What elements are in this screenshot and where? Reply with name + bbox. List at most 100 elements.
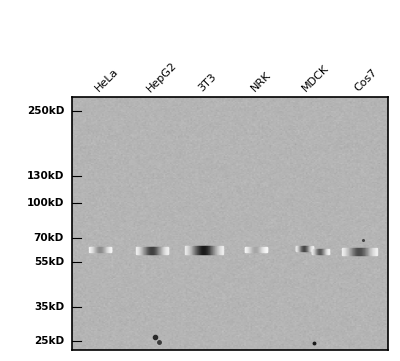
Bar <box>199 246 200 253</box>
Bar <box>211 246 212 253</box>
Bar <box>156 247 157 253</box>
Bar <box>205 246 206 253</box>
Bar <box>138 247 139 253</box>
Bar <box>355 248 356 255</box>
Bar <box>347 248 348 255</box>
Bar <box>162 247 163 253</box>
Bar <box>374 248 375 255</box>
Bar <box>342 248 343 255</box>
Bar <box>350 248 351 255</box>
Text: 250kD: 250kD <box>27 106 64 116</box>
Bar <box>210 246 211 253</box>
Bar <box>150 247 151 253</box>
Bar <box>217 246 218 253</box>
Bar <box>344 248 345 255</box>
Bar <box>345 248 346 255</box>
Bar <box>356 248 357 255</box>
Bar <box>186 246 187 253</box>
Bar <box>157 247 158 253</box>
Bar <box>189 246 190 253</box>
Text: 3T3: 3T3 <box>197 72 219 94</box>
Bar <box>365 248 366 255</box>
Bar <box>158 247 159 253</box>
Text: HeLa: HeLa <box>93 67 120 94</box>
Bar <box>361 248 362 255</box>
Bar <box>352 248 353 255</box>
Bar <box>202 246 203 253</box>
Bar <box>198 246 199 253</box>
Bar <box>221 246 222 253</box>
Bar <box>160 247 161 253</box>
Bar <box>153 247 154 253</box>
Bar <box>376 248 377 255</box>
Bar <box>362 248 363 255</box>
Bar <box>163 247 164 253</box>
Bar <box>149 247 150 253</box>
Bar <box>368 248 369 255</box>
Bar <box>375 248 376 255</box>
Bar <box>161 247 162 253</box>
Bar <box>191 246 192 253</box>
Bar <box>190 246 191 253</box>
Bar <box>346 248 347 255</box>
Bar <box>146 247 147 253</box>
Bar <box>369 248 370 255</box>
Bar <box>208 246 209 253</box>
Bar <box>185 246 186 253</box>
Bar <box>351 248 352 255</box>
Bar <box>143 247 144 253</box>
Bar <box>349 248 350 255</box>
Bar <box>203 246 204 253</box>
Bar <box>196 246 197 253</box>
Bar <box>188 246 189 253</box>
Bar <box>219 246 220 253</box>
Bar <box>167 247 168 253</box>
Bar <box>204 246 205 253</box>
Bar <box>222 246 223 253</box>
Bar <box>137 247 138 253</box>
Bar <box>192 246 193 253</box>
Bar <box>142 247 143 253</box>
Bar <box>216 246 217 253</box>
Bar <box>220 246 221 253</box>
Bar <box>348 248 349 255</box>
Bar <box>367 248 368 255</box>
Text: HepG2: HepG2 <box>145 60 179 94</box>
Bar <box>353 248 354 255</box>
Bar <box>359 248 360 255</box>
Bar <box>370 248 371 255</box>
Bar <box>366 248 367 255</box>
Bar <box>206 246 207 253</box>
Bar <box>363 248 364 255</box>
Text: 100kD: 100kD <box>27 198 64 208</box>
Bar <box>343 248 344 255</box>
Text: 130kD: 130kD <box>27 171 64 182</box>
Bar <box>373 248 374 255</box>
Bar <box>195 246 196 253</box>
Bar <box>215 246 216 253</box>
Bar <box>354 248 355 255</box>
Bar <box>141 247 142 253</box>
Bar <box>197 246 198 253</box>
Bar <box>357 248 358 255</box>
Bar <box>360 248 361 255</box>
Text: 70kD: 70kD <box>34 233 64 243</box>
Bar <box>201 246 202 253</box>
Bar <box>145 247 146 253</box>
Bar <box>147 247 148 253</box>
Text: Cos7: Cos7 <box>352 68 379 94</box>
Bar <box>218 246 219 253</box>
Bar <box>164 247 165 253</box>
Bar <box>371 248 372 255</box>
Bar <box>194 246 195 253</box>
Text: 25kD: 25kD <box>34 336 64 346</box>
Bar <box>165 247 166 253</box>
Bar <box>200 246 201 253</box>
Bar <box>159 247 160 253</box>
Text: 55kD: 55kD <box>34 257 64 267</box>
Text: NRK: NRK <box>249 70 272 94</box>
Bar <box>144 247 145 253</box>
Bar <box>151 247 152 253</box>
Bar <box>139 247 140 253</box>
Text: 35kD: 35kD <box>34 303 64 312</box>
